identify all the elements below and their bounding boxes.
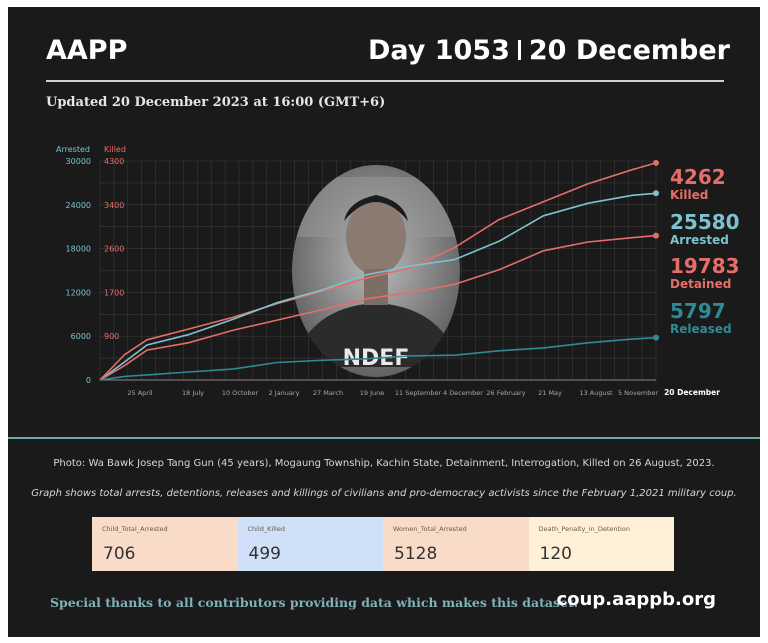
y-axis-title-arrested: Arrested — [56, 145, 90, 154]
end-label-name-released: Released — [670, 322, 732, 336]
header-rule — [46, 80, 724, 82]
thanks-note: Special thanks to all contributors provi… — [50, 595, 579, 610]
graph-description: Graph shows total arrests, detentions, r… — [31, 488, 737, 499]
y-tick-label-killed: 1700 — [104, 288, 124, 297]
x-tick-label: 2 January — [269, 389, 300, 397]
stat-label: Women_Total_Arrested — [393, 525, 467, 533]
end-label-value-killed: 4262 — [670, 165, 726, 189]
x-tick-label: 5 November — [618, 389, 658, 397]
stat-death-penalty: Death_Penalty_in_Detention 120 — [528, 517, 674, 571]
series-line-killed — [99, 162, 657, 381]
x-tick-label: 10 October — [222, 389, 259, 397]
end-label-value-arrested: 25580 — [670, 210, 740, 234]
y-tick-label-killed: 4300 — [104, 157, 124, 166]
y-tick-label-killed: 900 — [104, 332, 119, 341]
cumulative-line-chart: NDEF Arrested Killed 0 6000 12000 18000 24000 3… — [56, 145, 740, 397]
y-tick-label-killed: 2600 — [104, 245, 124, 254]
end-label-name-arrested: Arrested — [670, 233, 729, 247]
y-tick-label-arrested: 24000 — [66, 201, 91, 210]
stat-value: 706 — [103, 544, 136, 564]
x-tick-label: 25 April — [127, 389, 152, 397]
stat-label: Death_Penalty_in_Detention — [538, 525, 630, 533]
chart-grid — [99, 160, 657, 381]
y-tick-label-arrested: 6000 — [71, 332, 91, 341]
day-number: Day 1053 — [367, 35, 510, 66]
series-line-released — [99, 336, 657, 381]
x-tick-label: 13 August — [579, 389, 613, 397]
site-url[interactable]: coup.aappb.org — [556, 589, 717, 610]
y-axis-title-killed: Killed — [104, 145, 126, 154]
portrait-photo: NDEF — [292, 165, 460, 377]
stats-strip: Child_Total_Arrested 706 Child_Killed 49… — [92, 517, 674, 571]
updated-timestamp: Updated 20 December 2023 at 16:00 (GMT+6… — [46, 95, 386, 110]
divider-bar — [517, 40, 521, 60]
axes-group: Arrested Killed 0 6000 12000 18000 24000 30000 9… — [56, 145, 720, 397]
series-line-arrested — [99, 192, 657, 381]
x-tick-label: 4 December — [443, 389, 483, 397]
series-end-dot-arrested — [653, 190, 659, 197]
y-tick-label-killed: 3400 — [104, 201, 124, 210]
series-end-dot-detained — [653, 232, 659, 239]
x-tick-label: 27 March — [313, 389, 343, 397]
end-label-name-detained: Detained — [670, 277, 731, 291]
stat-child-arrested: Child_Total_Arrested 706 — [92, 517, 238, 571]
stat-value: 120 — [539, 544, 572, 564]
y-tick-label-arrested: 12000 — [66, 288, 91, 297]
x-tick-label: 26 February — [486, 389, 525, 397]
photo-caption: Photo: Wa Bawk Josep Tang Gun (45 years)… — [53, 458, 715, 469]
stat-value: 499 — [248, 544, 281, 564]
stat-value: 5128 — [394, 544, 438, 564]
x-tick-label: 19 June — [360, 389, 385, 397]
series-lines — [99, 159, 659, 381]
end-label-value-detained: 19783 — [670, 254, 740, 278]
x-tick-label: 20 December — [664, 388, 720, 397]
y-tick-label-arrested: 0 — [86, 376, 91, 385]
stat-label: Child_Total_Arrested — [102, 525, 168, 533]
brand-title: AAPP — [46, 35, 128, 66]
y-tick-label-arrested: 18000 — [66, 245, 91, 254]
x-tick-label: 11 September — [395, 389, 442, 397]
series-end-dot-released — [653, 334, 659, 341]
infographic-card: AAPP Day 1053 20 December Updated 20 Dece… — [8, 7, 760, 637]
stat-label: Child_Killed — [247, 525, 285, 533]
section-rule — [8, 437, 760, 439]
y-tick-label-arrested: 30000 — [66, 157, 91, 166]
x-tick-label: 21 May — [538, 389, 562, 397]
end-label-name-killed: Killed — [670, 188, 708, 202]
x-tick-label: 18 July — [182, 389, 204, 397]
stat-child-killed: Child_Killed 499 — [237, 517, 383, 571]
stat-women-arrested: Women_Total_Arrested 5128 — [383, 517, 529, 571]
day-counter: Day 1053 20 December — [368, 35, 730, 66]
series-end-dot-killed — [653, 159, 659, 166]
end-label-value-released: 5797 — [670, 299, 726, 323]
series-line-detained — [99, 234, 657, 381]
day-date: 20 December — [528, 35, 730, 66]
